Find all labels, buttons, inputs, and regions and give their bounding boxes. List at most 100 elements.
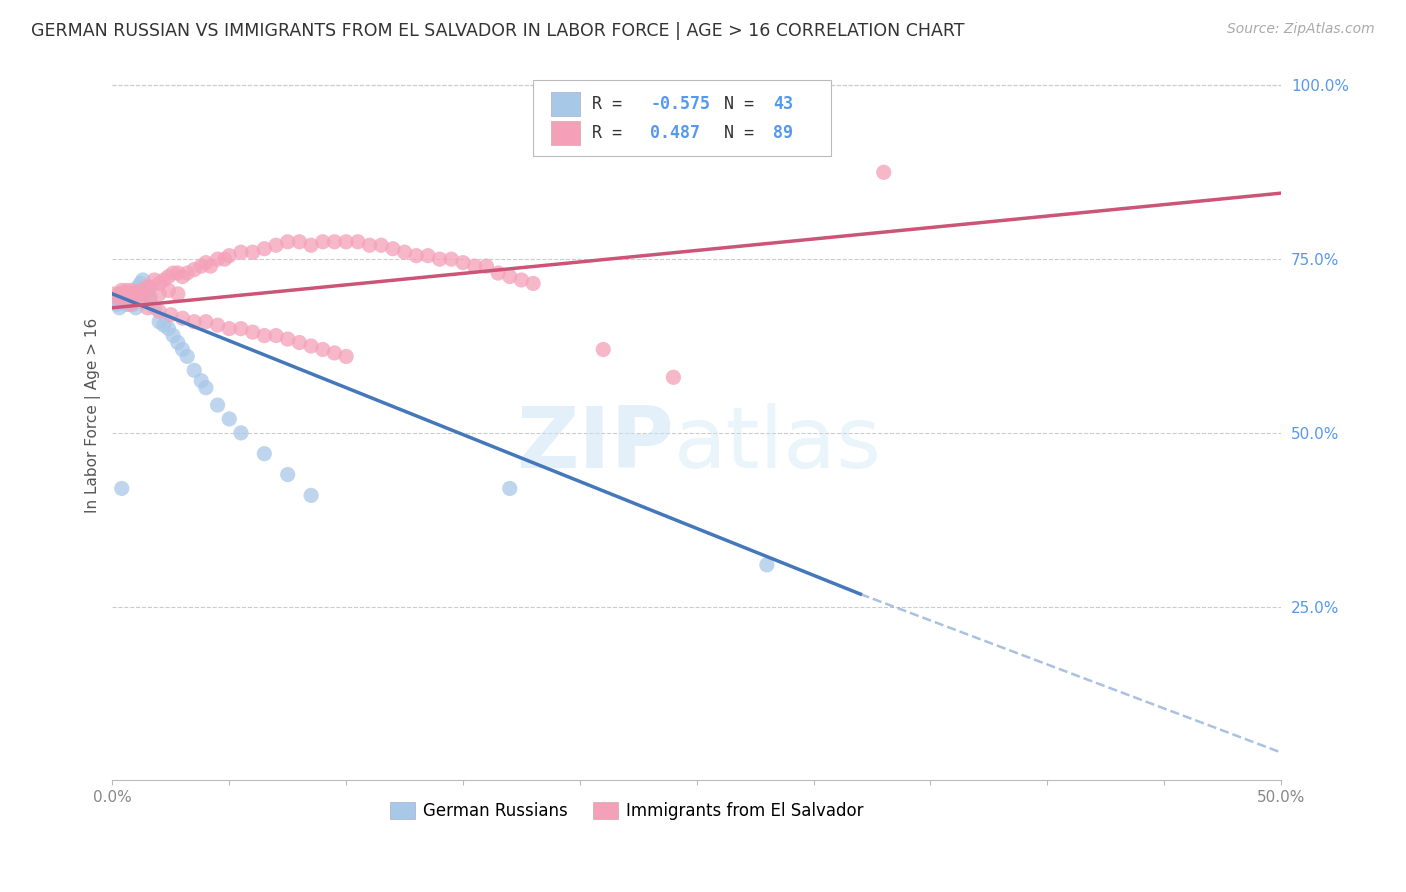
- Point: [120, 293, 142, 308]
- Point: [381, 242, 404, 256]
- Point: [264, 328, 287, 343]
- Point: [416, 249, 439, 263]
- Point: [111, 290, 134, 304]
- Point: [323, 346, 346, 360]
- Point: [218, 412, 240, 426]
- Point: [115, 286, 138, 301]
- Text: ZIP: ZIP: [516, 403, 673, 486]
- Point: [335, 235, 357, 249]
- Point: [299, 238, 322, 252]
- Point: [873, 165, 896, 179]
- Point: [323, 235, 346, 249]
- Point: [277, 467, 299, 482]
- Point: [115, 284, 138, 298]
- Point: [755, 558, 778, 572]
- Text: -0.575: -0.575: [650, 95, 710, 113]
- Point: [148, 286, 170, 301]
- Point: [253, 242, 276, 256]
- Point: [125, 301, 148, 315]
- Point: [510, 273, 533, 287]
- Point: [105, 297, 128, 311]
- Point: [118, 286, 141, 301]
- Point: [153, 318, 176, 333]
- Point: [207, 318, 229, 333]
- Point: [172, 311, 194, 326]
- FancyBboxPatch shape: [533, 80, 831, 156]
- Point: [166, 335, 188, 350]
- Point: [183, 363, 205, 377]
- Point: [194, 381, 217, 395]
- Point: [118, 290, 141, 304]
- Point: [120, 286, 142, 301]
- Point: [129, 284, 152, 298]
- Point: [229, 245, 252, 260]
- Point: [162, 328, 184, 343]
- Point: [335, 350, 357, 364]
- Point: [370, 238, 392, 252]
- Point: [312, 343, 335, 357]
- Point: [176, 350, 198, 364]
- Point: [522, 277, 544, 291]
- Point: [253, 328, 276, 343]
- Point: [148, 304, 170, 318]
- Point: [229, 321, 252, 335]
- Point: [139, 290, 162, 304]
- Point: [190, 259, 212, 273]
- Point: [143, 273, 166, 287]
- Point: [112, 290, 135, 304]
- Point: [148, 277, 170, 291]
- Point: [132, 286, 155, 301]
- Point: [139, 280, 162, 294]
- Point: [253, 447, 276, 461]
- Point: [347, 235, 370, 249]
- FancyBboxPatch shape: [551, 121, 579, 145]
- Point: [499, 269, 522, 284]
- Point: [157, 284, 180, 298]
- Point: [207, 252, 229, 267]
- Y-axis label: In Labor Force | Age > 16: In Labor Force | Age > 16: [86, 318, 101, 513]
- Point: [662, 370, 685, 384]
- Point: [111, 286, 134, 301]
- Point: [127, 286, 149, 301]
- Point: [166, 266, 188, 280]
- Point: [125, 286, 148, 301]
- Point: [214, 252, 236, 267]
- Point: [299, 339, 322, 353]
- Point: [277, 332, 299, 346]
- Text: 0.487: 0.487: [650, 124, 700, 142]
- Point: [134, 286, 156, 301]
- Point: [115, 290, 138, 304]
- Point: [112, 286, 135, 301]
- Point: [136, 286, 159, 301]
- Text: N =: N =: [724, 124, 763, 142]
- Point: [136, 301, 159, 315]
- Text: R =: R =: [592, 124, 641, 142]
- Point: [136, 280, 159, 294]
- Point: [143, 301, 166, 315]
- Point: [132, 273, 155, 287]
- Legend: German Russians, Immigrants from El Salvador: German Russians, Immigrants from El Salv…: [382, 795, 870, 827]
- Point: [118, 297, 141, 311]
- Point: [122, 297, 145, 311]
- Point: [394, 245, 416, 260]
- Point: [229, 425, 252, 440]
- Point: [218, 249, 240, 263]
- Point: [122, 290, 145, 304]
- Point: [122, 286, 145, 301]
- Point: [464, 259, 486, 273]
- Point: [166, 286, 188, 301]
- Point: [115, 297, 138, 311]
- Point: [288, 335, 311, 350]
- Point: [111, 290, 134, 304]
- Point: [200, 259, 222, 273]
- Text: atlas: atlas: [673, 403, 882, 486]
- Point: [153, 273, 176, 287]
- Point: [111, 482, 134, 496]
- Point: [486, 266, 509, 280]
- Point: [112, 286, 135, 301]
- Text: Source: ZipAtlas.com: Source: ZipAtlas.com: [1227, 22, 1375, 37]
- Text: R =: R =: [592, 95, 631, 113]
- Point: [120, 284, 142, 298]
- Point: [108, 286, 131, 301]
- Point: [129, 277, 152, 291]
